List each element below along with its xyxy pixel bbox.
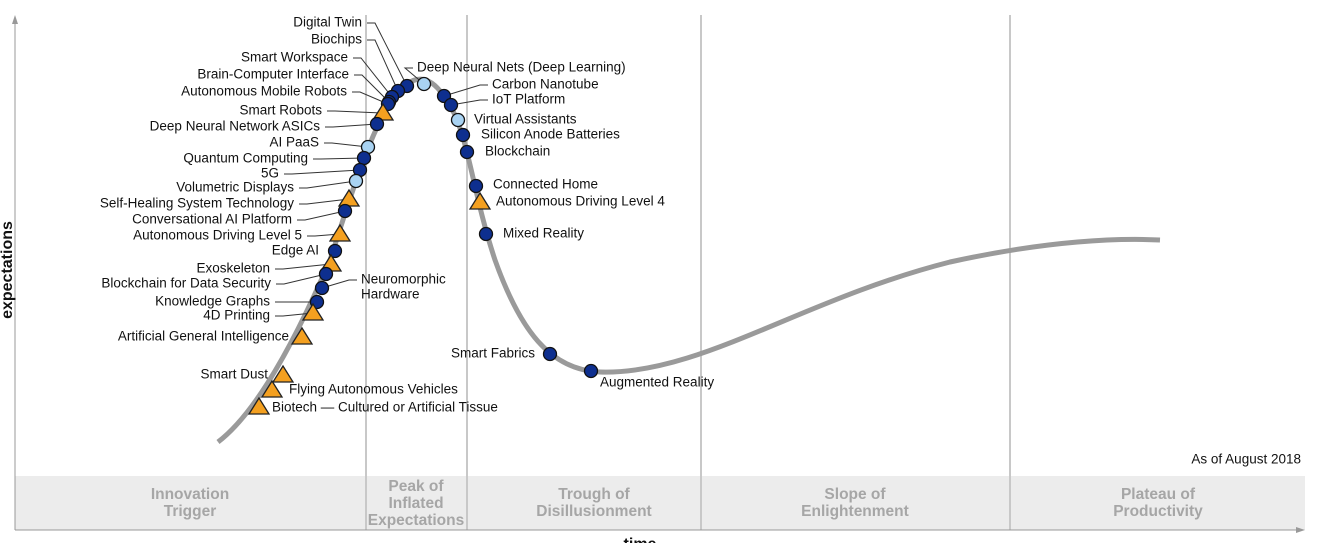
tech-label: Biotech — Cultured or Artificial Tissue <box>272 400 498 415</box>
phase-label: Disillusionment <box>536 503 651 520</box>
tech-label: Self-Healing System Technology <box>100 196 294 211</box>
tech-label: Knowledge Graphs <box>155 294 270 309</box>
tech-label: Exoskeleton <box>196 261 270 276</box>
tech-label: Silicon Anode Batteries <box>481 127 620 142</box>
dark-marker <box>327 243 343 259</box>
leader-line <box>327 110 384 114</box>
tech-label: 4D Printing <box>203 308 270 323</box>
leader-line <box>403 67 425 85</box>
leader-line <box>276 273 327 285</box>
phase-dividers <box>365 15 1011 530</box>
y-axis-label: expectations <box>0 221 16 319</box>
leader-line <box>367 22 408 87</box>
leader-line <box>443 84 488 97</box>
dark-marker <box>542 346 558 362</box>
dark-marker <box>468 178 484 194</box>
tech-label: Hardware <box>361 287 420 302</box>
triangle-marker <box>337 188 361 207</box>
tech-label: Biochips <box>311 32 362 47</box>
x-axis-label: time <box>624 536 657 543</box>
tech-label: Smart Fabrics <box>451 346 535 361</box>
tech-label: Volumetric Displays <box>176 180 294 195</box>
triangle-marker <box>260 379 284 398</box>
dark-marker <box>369 116 385 132</box>
phase-label: Expectations <box>368 512 464 529</box>
tech-label: Smart Workspace <box>241 50 348 65</box>
tech-label: Connected Home <box>493 177 598 192</box>
phase-label: Plateau of <box>1121 486 1196 503</box>
leader-line <box>297 210 346 221</box>
tech-label: Flying Autonomous Vehicles <box>289 382 458 397</box>
tech-label: 5G <box>261 166 279 181</box>
tech-label: Neuromorphic <box>361 272 446 287</box>
tech-label: Augmented Reality <box>600 375 714 390</box>
phase-label: Trigger <box>164 503 217 520</box>
tech-label: Smart Robots <box>239 103 322 118</box>
leader-line <box>275 312 314 317</box>
tech-label: Deep Neural Nets (Deep Learning) <box>417 60 626 75</box>
leader-line <box>354 74 390 103</box>
triangle-marker <box>328 223 352 242</box>
phase-band <box>15 476 1305 530</box>
tech-label: Autonomous Mobile Robots <box>181 84 347 99</box>
phase-label: Slope of <box>824 486 886 503</box>
tech-label: Autonomous Driving Level 4 <box>496 194 665 209</box>
light-marker <box>348 173 364 189</box>
tech-label: Edge AI <box>272 243 319 258</box>
leader-line <box>325 123 378 128</box>
leader-line <box>299 180 357 189</box>
phase-label: Trough of <box>558 486 630 503</box>
tech-label: Mixed Reality <box>503 226 584 241</box>
leader-line <box>324 142 369 148</box>
triangle-marker <box>271 364 295 383</box>
tech-label: Artificial General Intelligence <box>118 329 289 344</box>
leader-line <box>367 39 399 92</box>
tech-label: Digital Twin <box>293 15 362 30</box>
triangle-marker <box>290 326 314 345</box>
phase-label: Inflated <box>388 495 443 512</box>
leader-line <box>313 157 365 160</box>
triangle-marker <box>371 102 395 121</box>
leader-line <box>275 263 332 270</box>
tech-label: Virtual Assistants <box>474 112 577 127</box>
leader-line <box>450 99 488 106</box>
tech-label: Autonomous Driving Level 5 <box>133 228 302 243</box>
triangle-marker <box>301 302 325 321</box>
tech-label: Conversational AI Platform <box>132 212 292 227</box>
tech-label: Blockchain <box>485 144 550 159</box>
leader-line <box>352 91 389 105</box>
tech-label: Deep Neural Network ASICs <box>150 119 321 134</box>
dark-marker <box>318 266 334 282</box>
triangle-marker <box>468 191 492 210</box>
dark-marker <box>459 144 475 160</box>
dark-marker <box>455 127 471 143</box>
tech-label: IoT Platform <box>492 92 565 107</box>
dark-marker <box>314 280 330 296</box>
dark-marker <box>443 97 459 113</box>
leader-line <box>299 198 350 205</box>
phase-label: Innovation <box>151 486 229 503</box>
triangle-marker <box>247 396 271 415</box>
phase-label: Productivity <box>1113 503 1203 520</box>
leader-line <box>353 57 393 98</box>
tech-label: Blockchain for Data Security <box>101 276 271 291</box>
dark-marker <box>337 203 353 219</box>
dark-marker <box>583 363 599 379</box>
tech-label: Smart Dust <box>200 367 268 382</box>
light-marker <box>416 76 432 92</box>
light-marker <box>450 112 466 128</box>
tech-label: Brain-Computer Interface <box>197 67 349 82</box>
leader-line <box>307 233 341 237</box>
tech-label: AI PaaS <box>269 135 319 150</box>
leader-line <box>284 169 361 175</box>
phase-label: Enlightenment <box>801 503 909 520</box>
dark-marker <box>478 226 494 242</box>
dark-marker <box>356 150 372 166</box>
as-of-note: As of August 2018 <box>1191 452 1301 467</box>
tech-label: Carbon Nanotube <box>492 77 599 92</box>
phase-label: Peak of <box>388 478 444 495</box>
tech-label: Quantum Computing <box>183 151 308 166</box>
leader-line <box>321 279 357 289</box>
